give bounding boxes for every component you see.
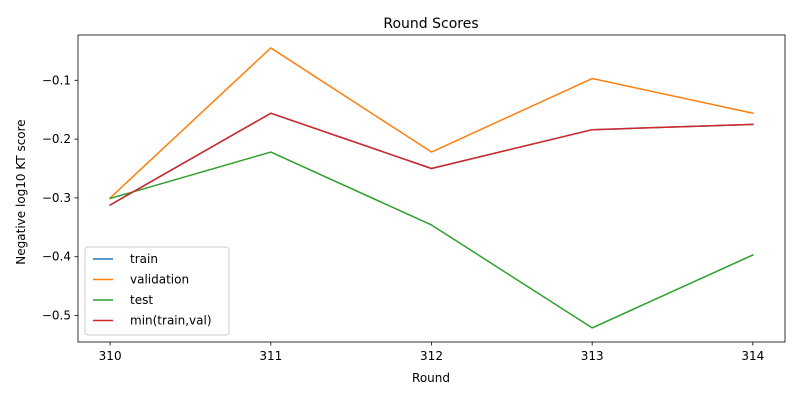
legend-label-0: train bbox=[130, 252, 158, 266]
x-tick-label: 312 bbox=[420, 349, 443, 363]
y-tick-label: −0.4 bbox=[42, 250, 71, 264]
plot-area: 310 311 312 313 314 −0.5 −0.4 −0.3 −0.2 −0.1 bbox=[42, 34, 786, 363]
legend-label-2: test bbox=[130, 293, 153, 307]
x-tick-label: 310 bbox=[99, 349, 122, 363]
legend-label-1: validation bbox=[130, 273, 189, 287]
series-line-1 bbox=[109, 47, 754, 199]
x-tick-label: 311 bbox=[259, 349, 282, 363]
y-tick-label: −0.5 bbox=[42, 309, 71, 323]
series-line-2 bbox=[109, 151, 754, 329]
x-axis-label: Round bbox=[412, 371, 450, 385]
legend: train validation test min(train,val) bbox=[84, 246, 230, 336]
y-tick-label: −0.2 bbox=[42, 132, 71, 146]
x-tick-label: 314 bbox=[741, 349, 764, 363]
y-axis-label: Negative log10 KT score bbox=[14, 119, 28, 264]
y-tick-label: −0.1 bbox=[42, 73, 71, 87]
x-tick-label: 313 bbox=[581, 349, 604, 363]
chart-title: Round Scores bbox=[383, 16, 478, 32]
series-line-3 bbox=[109, 112, 754, 206]
y-tick-label: −0.3 bbox=[42, 191, 71, 205]
legend-label-3: min(train,val) bbox=[130, 314, 212, 328]
legend-box bbox=[84, 246, 230, 336]
